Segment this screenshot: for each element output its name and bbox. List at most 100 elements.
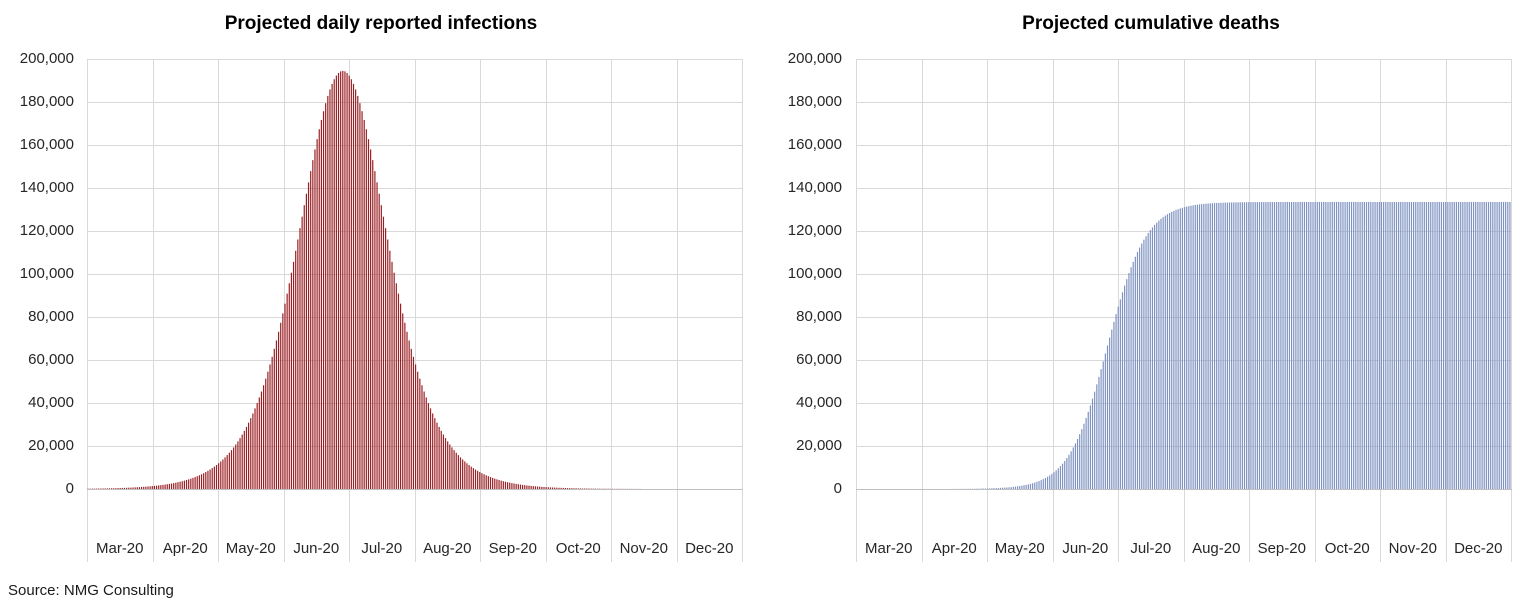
- daily-bar: [1021, 485, 1023, 489]
- daily-bar: [352, 83, 355, 489]
- daily-bar: [340, 71, 342, 489]
- daily-bar: [158, 485, 160, 489]
- daily-bar: [331, 83, 333, 489]
- y-tick-label: 140,000: [787, 179, 842, 196]
- daily-bar: [1109, 337, 1111, 489]
- x-tick-label: Jun-20: [1062, 540, 1109, 557]
- daily-bar: [1479, 201, 1481, 489]
- daily-bar: [177, 482, 179, 489]
- month-gridline: [545, 59, 547, 562]
- daily-bar: [1121, 292, 1124, 489]
- daily-bar: [1325, 201, 1327, 489]
- daily-bar: [1372, 201, 1374, 489]
- daily-bar: [241, 434, 243, 489]
- daily-bar: [1376, 201, 1378, 489]
- x-tick-label: Mar-20: [95, 540, 144, 557]
- daily-bar: [1286, 202, 1288, 489]
- daily-bar: [1308, 201, 1310, 489]
- daily-bar: [569, 488, 571, 489]
- daily-bar: [549, 487, 552, 489]
- daily-bar: [513, 483, 515, 489]
- month-gridline: [414, 59, 416, 562]
- daily-bar: [498, 480, 500, 489]
- month-gridline: [1249, 59, 1250, 562]
- daily-bar: [258, 397, 260, 489]
- daily-bar: [1297, 201, 1299, 489]
- daily-bar: [1432, 201, 1434, 489]
- daily-bar: [1068, 454, 1070, 489]
- daily-bar: [1500, 201, 1502, 489]
- daily-bar: [436, 422, 438, 489]
- y-tick-label: 40,000: [796, 394, 842, 411]
- daily-bar: [1310, 201, 1312, 489]
- daily-bar: [322, 111, 325, 489]
- y-tick-label: 120,000: [787, 222, 842, 239]
- daily-bar: [541, 486, 543, 489]
- daily-bar: [385, 228, 387, 489]
- daily-bar: [365, 129, 367, 489]
- y-tick-label: 160,000: [787, 136, 842, 153]
- daily-bar: [168, 483, 171, 489]
- daily-bar: [1410, 201, 1413, 489]
- daily-bar: [1492, 201, 1494, 489]
- daily-bar: [1115, 314, 1117, 489]
- daily-bar: [1139, 247, 1141, 489]
- daily-bar: [1128, 273, 1130, 489]
- daily-bar: [1312, 201, 1314, 489]
- daily-bar: [1166, 214, 1169, 489]
- x-tick-label: May-20: [225, 540, 276, 557]
- daily-bar: [509, 482, 511, 489]
- daily-bar: [1119, 299, 1121, 489]
- daily-bar: [267, 371, 269, 489]
- y-tick-label: 20,000: [796, 437, 842, 454]
- month-gridline: [742, 59, 743, 562]
- daily-bar: [1038, 481, 1040, 489]
- daily-bar: [566, 488, 569, 489]
- daily-bar: [440, 430, 442, 489]
- daily-bar: [1034, 482, 1036, 489]
- daily-bar: [470, 466, 472, 489]
- daily-bar: [1059, 466, 1062, 489]
- month-gridline: [987, 59, 988, 562]
- daily-bar: [1025, 484, 1027, 489]
- daily-bar: [1091, 398, 1094, 489]
- daily-bar: [526, 485, 528, 489]
- daily-bar: [140, 486, 143, 489]
- daily-bar: [1085, 417, 1087, 489]
- daily-bar: [1440, 201, 1443, 489]
- daily-bar: [190, 478, 192, 489]
- daily-bar: [1064, 460, 1066, 489]
- daily-bar: [1008, 487, 1010, 489]
- daily-bar: [134, 487, 136, 489]
- daily-bar: [1380, 201, 1383, 489]
- daily-bar: [1258, 202, 1261, 489]
- daily-bar: [1181, 207, 1184, 489]
- daily-bar: [1036, 481, 1038, 489]
- daily-bar: [115, 488, 117, 489]
- daily-bar: [1357, 201, 1359, 489]
- month-gridline: [152, 59, 154, 562]
- daily-bar: [1012, 486, 1014, 489]
- daily-bar: [113, 488, 115, 489]
- daily-bar: [1475, 201, 1477, 489]
- daily-bar: [1040, 480, 1042, 489]
- daily-bar: [382, 216, 385, 489]
- daily-bar: [459, 457, 462, 489]
- daily-bar: [395, 283, 397, 489]
- daily-bar: [1117, 306, 1119, 489]
- daily-bar: [1209, 203, 1211, 489]
- daily-bar: [132, 487, 134, 489]
- daily-bar: [1100, 369, 1102, 489]
- daily-bar: [1250, 202, 1252, 489]
- daily-bar: [205, 472, 207, 489]
- daily-bar: [1254, 202, 1256, 489]
- daily-bar: [1051, 473, 1053, 489]
- daily-bar: [1224, 202, 1226, 489]
- month-gridline: [1380, 59, 1381, 562]
- daily-bar: [271, 356, 273, 489]
- daily-bar: [170, 483, 173, 489]
- daily-bar: [200, 474, 203, 489]
- x-tick-label: Jul-20: [1130, 540, 1172, 557]
- daily-bar: [432, 413, 434, 489]
- daily-bar: [192, 477, 194, 489]
